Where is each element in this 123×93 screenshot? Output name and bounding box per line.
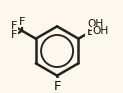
- Text: F: F: [11, 21, 18, 31]
- Text: F: F: [53, 80, 61, 93]
- Text: B: B: [87, 25, 96, 38]
- Text: OH: OH: [88, 19, 104, 29]
- Text: F: F: [19, 17, 25, 27]
- Text: F: F: [11, 30, 18, 40]
- Text: OH: OH: [92, 26, 108, 36]
